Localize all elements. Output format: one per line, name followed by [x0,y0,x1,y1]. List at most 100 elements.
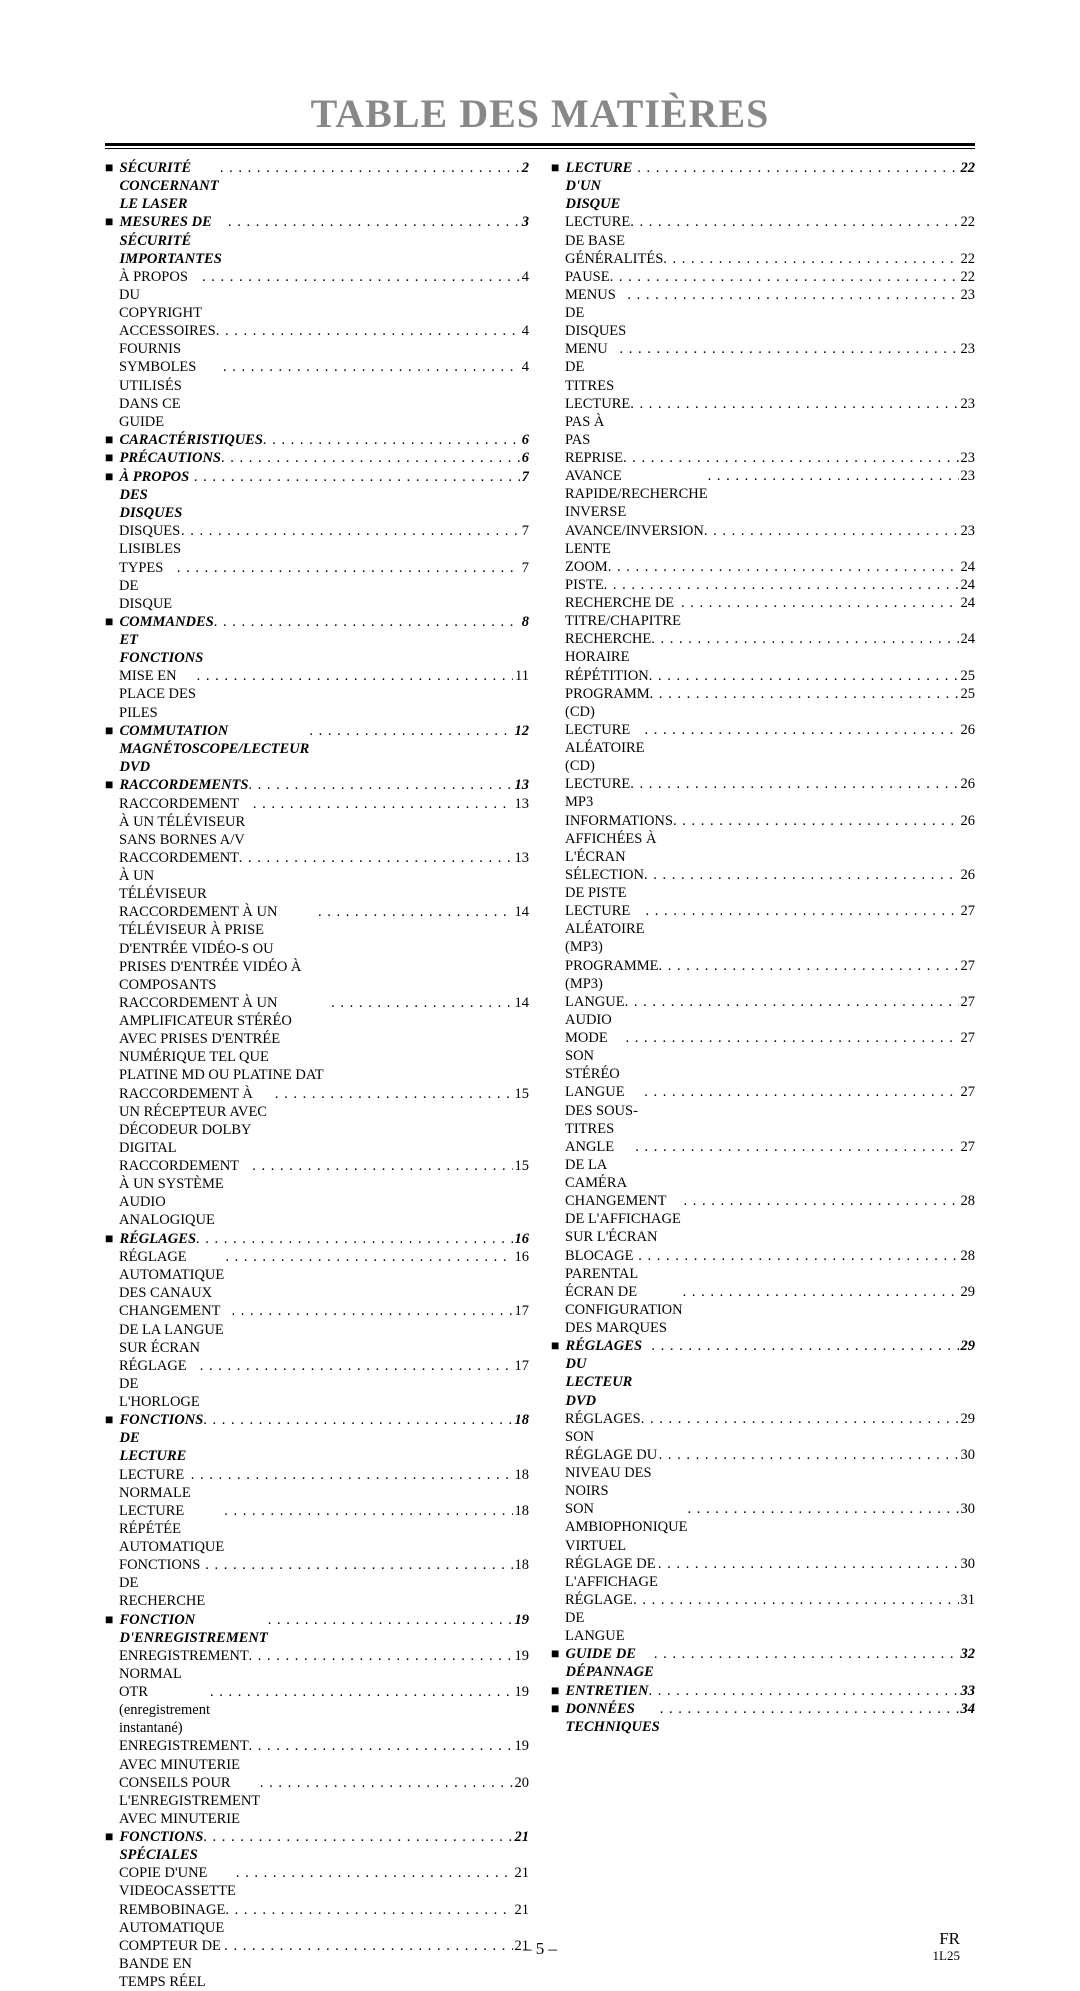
toc-item: RACCORDEMENT À UN AMPLIFICATEUR STÉRÉO A… [105,994,529,1085]
toc-item: LECTURE DE BASE22 [551,213,975,249]
toc-label: LECTURE D'UN DISQUE [565,159,637,213]
square-bullet-icon: ■ [105,1412,113,1430]
toc-label: À PROPOS DES DISQUES [119,468,193,522]
toc-page: 2 [520,159,529,177]
toc-section: ■RÉGLAGES16 [105,1230,529,1249]
footer-lang: FR [933,1930,960,1949]
toc-label: LECTURE PAS À PAS [565,395,630,449]
toc-leader [205,1556,512,1574]
toc-page: 18 [513,1502,530,1520]
toc-label: RÉGLAGE DE L'HORLOGE [119,1357,200,1411]
toc-leader [228,213,520,231]
toc-leader [202,268,520,286]
toc-item: LECTURE PAS À PAS23 [551,395,975,449]
toc-page: 34 [959,1700,976,1718]
toc-label: RÉGLAGE DE LANGUE [565,1591,633,1645]
toc-item: LECTURE RÉPÉTÉE AUTOMATIQUE18 [105,1502,529,1556]
toc-page: 15 [513,1085,530,1103]
toc-label: RACCORDEMENTS [119,776,248,794]
toc-page: 4 [520,358,529,376]
toc-item: INFORMATIONS AFFICHÉES À L'ÉCRAN26 [551,812,975,866]
toc-page: 26 [959,866,976,884]
toc-label: RÉGLAGES [119,1230,196,1248]
toc-label: COPIE D'UNE VIDEOCASSETTE [119,1864,236,1900]
toc-label: CHANGEMENT DE L'AFFICHAGE SUR L'ÉCRAN [565,1192,683,1246]
toc-leader [225,1901,512,1919]
toc-page: 30 [959,1500,976,1518]
square-bullet-icon: ■ [105,777,113,795]
page-number: – 5 – [0,1939,1080,1959]
toc-item: OTR (enregistrement instantané)19 [105,1683,529,1737]
toc-page: 13 [513,849,530,867]
square-bullet-icon: ■ [105,160,113,178]
toc-label: REMBOBINAGE AUTOMATIQUE [119,1901,225,1937]
toc-section: ■COMMANDES ET FONCTIONS8 [105,613,529,667]
toc-item: RÉGLAGE DE L'AFFICHAGE30 [551,1555,975,1591]
toc-page: 8 [520,613,529,631]
toc-label: RACCORDEMENT À UN TÉLÉVISEUR [119,849,239,903]
toc-page: 15 [513,1157,530,1175]
square-bullet-icon: ■ [551,160,559,178]
toc-label: ZOOM [565,558,608,576]
toc-leader [650,685,959,703]
square-bullet-icon: ■ [105,1612,113,1630]
toc-leader [663,250,958,268]
toc-label: LECTURE ALÉATOIRE (MP3) [565,902,645,956]
toc-label: COMMUTATION MAGNÉTOSCOPE/LECTEUR DVD [119,722,309,776]
toc-page: 17 [513,1357,530,1375]
toc-leader [210,1683,513,1701]
toc-page: 23 [959,522,976,540]
toc-item: RACCORDEMENT À UN TÉLÉVISEUR À PRISE D'E… [105,903,529,994]
toc-item: REMBOBINAGE AUTOMATIQUE21 [105,1901,529,1937]
toc-leader [252,1157,512,1175]
toc-item: SON AMBIOPHONIQUE VIRTUEL 30 [551,1500,975,1554]
toc-page: 7 [520,559,529,577]
toc-page: 23 [959,286,976,304]
toc-label: DISQUES LISIBLES [119,522,181,558]
toc-leader [225,1248,512,1266]
toc-section: ■SÉCURITÉ CONCERNANT LE LASER2 [105,159,529,213]
toc-label: RÉGLAGE AUTOMATIQUE DES CANAUX [119,1248,225,1302]
toc-page: 12 [513,722,530,740]
toc-label: SON AMBIOPHONIQUE VIRTUEL [565,1500,687,1554]
toc-page: 27 [959,1083,976,1101]
toc-leader [644,721,958,739]
toc-label: PISTE [565,576,604,594]
square-bullet-icon: ■ [105,723,113,741]
toc-item: REPRISE23 [551,449,975,467]
toc-page: 18 [513,1556,530,1574]
toc-label: FONCTIONS SPÉCIALES [119,1828,203,1864]
toc-item: ACCESSOIRES FOURNIS4 [105,322,529,358]
toc-leader [649,667,959,685]
toc-page: 3 [520,213,529,231]
toc-leader [633,1591,958,1609]
toc-label: RACCORDEMENT À UN TÉLÉVISEUR À PRISE D'E… [119,903,318,994]
toc-leader [658,957,958,975]
toc-label: PAUSE [565,268,610,286]
toc-leader [704,522,959,540]
toc-page: 16 [513,1248,530,1266]
toc-label: RÉGLAGES DU LECTEUR DVD [565,1337,651,1410]
toc-leader [641,1410,959,1428]
toc-label: SÉLECTION DE PISTE [565,866,644,902]
toc-item: LECTURE ALÉATOIRE (CD)26 [551,721,975,775]
toc-label: CONSEILS POUR L'ENREGISTREMENT AVEC MINU… [119,1774,260,1828]
toc-label: ANGLE DE LA CAMÉRA [565,1138,635,1192]
toc-section: ■LECTURE D'UN DISQUE22 [551,159,975,213]
toc-leader [181,522,520,540]
toc-leader [651,630,958,648]
toc-page: 19 [513,1683,530,1701]
toc-leader [260,1774,513,1792]
toc-page: 6 [520,431,529,449]
toc-item: CHANGEMENT DE L'AFFICHAGE SUR L'ÉCRAN28 [551,1192,975,1246]
toc-leader [708,467,959,485]
toc-label: RACCORDEMENT À UN AMPLIFICATEUR STÉRÉO A… [119,994,331,1085]
toc-page: 17 [513,1302,530,1320]
toc-item: MISE EN PLACE DES PILES11 [105,667,529,721]
toc-item: COPIE D'UNE VIDEOCASSETTE21 [105,1864,529,1900]
toc-leader [625,993,959,1011]
toc-leader [638,1247,958,1265]
title-rule [105,143,975,149]
toc-page: 22 [959,268,976,286]
toc-label: INFORMATIONS AFFICHÉES À L'ÉCRAN [565,812,673,866]
